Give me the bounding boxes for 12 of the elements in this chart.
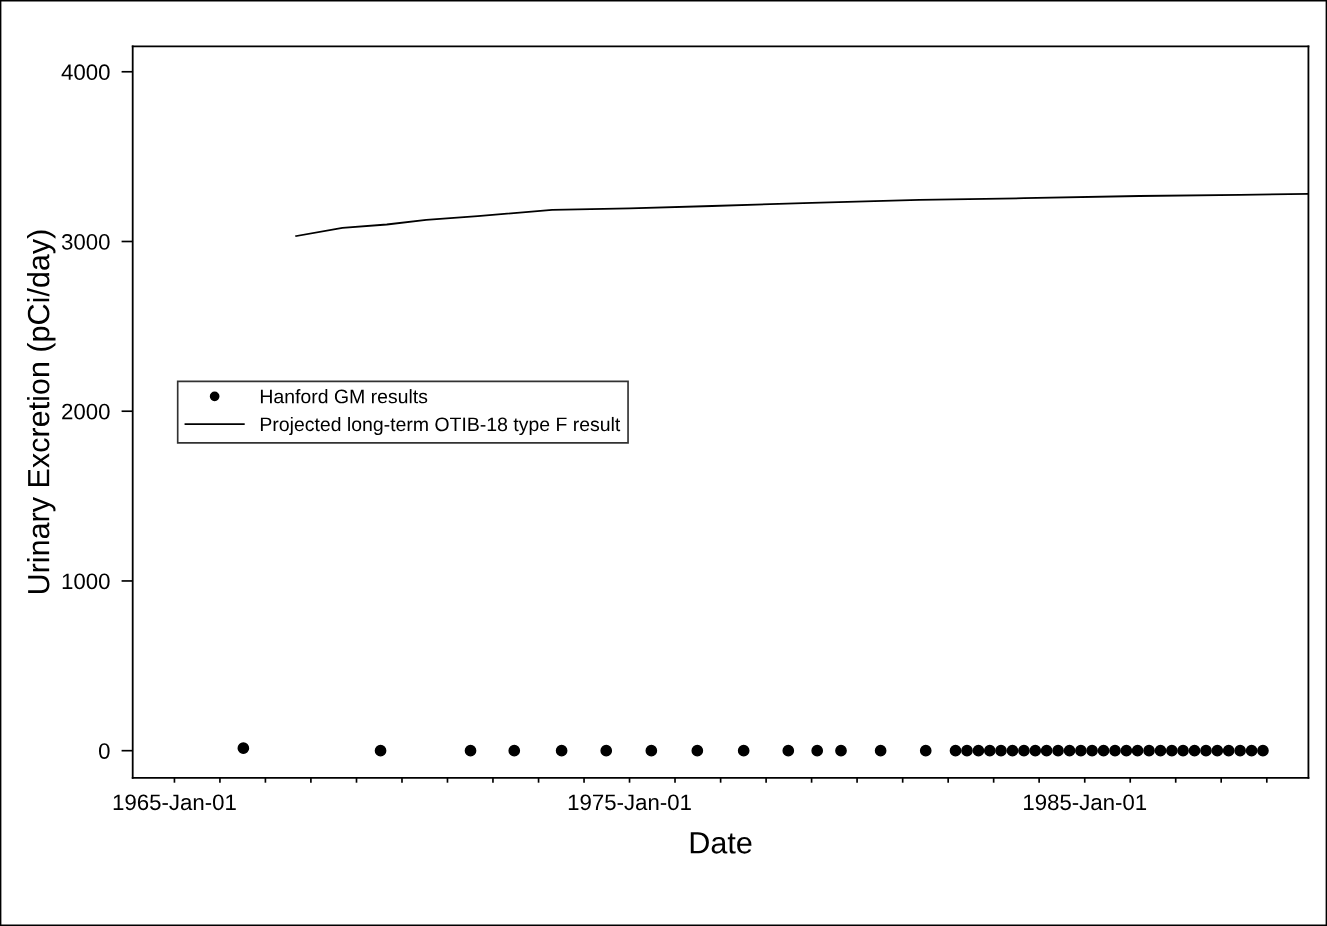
x-tick-label: 1975-Jan-01	[568, 794, 691, 811]
y-tick-label: 0	[98, 743, 110, 759]
y-tick-label: 3000	[61, 234, 110, 250]
y-tick-label: 2000	[62, 403, 110, 420]
x-tick-label: 1965-Jan-01	[113, 794, 236, 811]
y-tick-label: 4000	[61, 64, 110, 81]
y-tick-label: 1000	[62, 573, 110, 590]
x-axis-title: Date	[690, 832, 752, 854]
legend-label: Projected long-term OTIB-18 type F result	[260, 416, 621, 436]
legend-label: Hanford GM results	[260, 389, 428, 404]
y-axis-title: Urinary Excretion (pCi/day)	[27, 230, 56, 594]
x-tick-label: 1985-Jan-01	[1024, 794, 1147, 811]
